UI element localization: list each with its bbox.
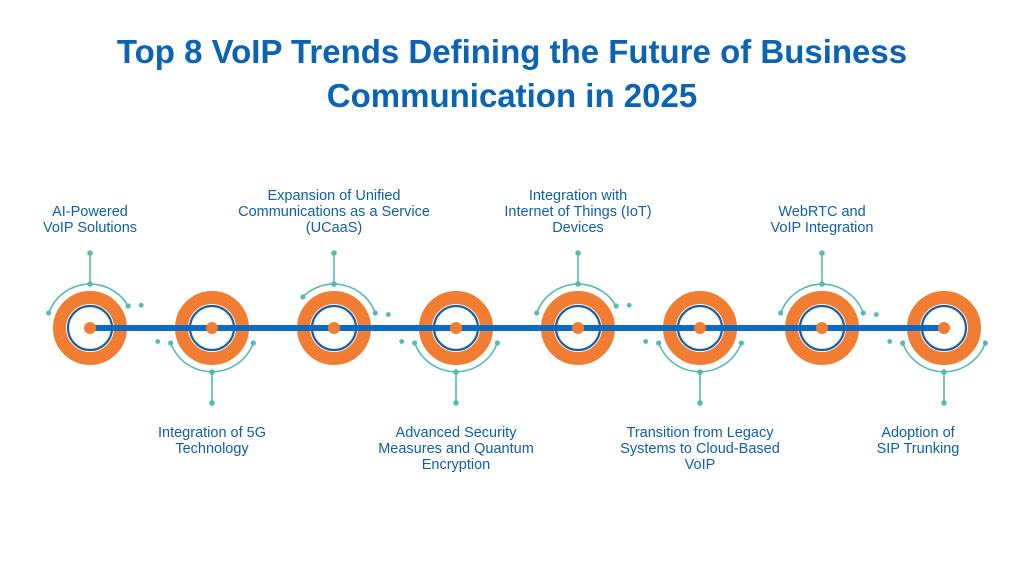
trend-label-line: Integration of 5G	[157, 425, 266, 441]
trend-label-5: Integration with Internet of Things (IoT)…	[478, 188, 678, 236]
trend-label-line: Measures and Quantum	[378, 441, 534, 457]
trend-label-line: Expansion of Unified	[267, 188, 401, 204]
trend-label-line: Devices	[552, 220, 604, 236]
connector-dot	[385, 312, 391, 317]
connector-dot	[697, 400, 703, 406]
trend-label-line: Internet of Things (IoT)	[504, 204, 652, 220]
connector-bottom-2	[155, 339, 256, 406]
node-center-dot	[206, 322, 218, 334]
trend-label-line: Encryption	[421, 457, 491, 473]
connector-dot	[887, 339, 893, 344]
connector-dot	[941, 369, 947, 375]
connector-dot	[87, 250, 93, 256]
trend-label-line: VoIP Solutions	[42, 220, 138, 236]
connector-dot	[575, 281, 581, 287]
connector-dot	[534, 310, 540, 316]
connector-dot	[778, 310, 784, 316]
connector-dot	[613, 303, 619, 309]
connector-bottom-8	[887, 339, 988, 406]
connector-bottom-6	[643, 339, 744, 406]
title-line-2: Communication in 2025	[326, 77, 698, 114]
connector-arc	[302, 283, 377, 314]
connector-dot	[697, 369, 703, 375]
node-center-dot	[938, 322, 950, 334]
trend-label-line: Adoption of	[881, 425, 955, 441]
trend-label-4: Advanced Security Measures and Quantum Enc…	[356, 425, 556, 473]
connector-dot	[168, 340, 174, 346]
node-center-dot	[84, 322, 96, 334]
connector-dot	[738, 340, 744, 346]
trend-label-line: Technology	[175, 441, 249, 457]
connector-arc	[47, 283, 129, 314]
connector-dot	[46, 310, 52, 316]
node-center-dot	[450, 322, 462, 334]
connector-dot	[87, 281, 93, 287]
connector-top-3	[300, 250, 391, 317]
connector-top-7	[778, 250, 879, 317]
trend-label-line: WebRTC and	[778, 204, 866, 220]
connector-dot	[209, 400, 215, 406]
connector-dot	[125, 303, 131, 309]
node-center-dot	[328, 322, 340, 334]
connector-dot	[982, 340, 988, 346]
connector-dot	[941, 400, 947, 406]
trend-label-line: VoIP Integration	[770, 220, 874, 236]
connector-dot	[331, 281, 337, 287]
connector-dot	[138, 302, 144, 308]
connector-dot	[300, 294, 306, 300]
trend-label-line: SIP Trunking	[876, 441, 960, 457]
connector-dot	[819, 281, 825, 287]
connector-dot	[399, 339, 405, 344]
connector-dot	[626, 302, 632, 308]
connector-dot	[209, 369, 215, 375]
connector-dot	[494, 340, 500, 346]
trend-label-line: AI-Powered	[52, 204, 128, 220]
title-line-1: Top 8 VoIP Trends Defining the Future of…	[116, 33, 908, 70]
connector-dot	[155, 339, 161, 344]
trend-label-6: Transition from Legacy Systems to Cloud-B…	[600, 425, 800, 473]
connector-dot	[819, 250, 825, 256]
trend-label-line: VoIP	[684, 457, 716, 473]
page-title: Top 8 VoIP Trends Defining the Future of…	[0, 30, 1024, 118]
connector-dot	[873, 312, 879, 317]
node-center-dot	[816, 322, 828, 334]
trend-label-line: Advanced Security	[395, 425, 517, 441]
connector-dot	[372, 310, 378, 316]
node-center-dot	[694, 322, 706, 334]
trend-label-7: WebRTC and VoIP Integration	[722, 204, 922, 236]
trend-label-line: (UCaaS)	[305, 220, 363, 236]
trend-label-8: Adoption of SIP Trunking	[818, 425, 1018, 457]
connector-top-1	[46, 250, 144, 316]
connector-arc	[535, 283, 617, 314]
connector-dot	[250, 340, 256, 346]
connector-dot	[860, 310, 866, 316]
connector-top-5	[534, 250, 632, 316]
trend-label-line: Communications as a Service	[238, 204, 430, 220]
trend-label-line: Transition from Legacy	[626, 425, 774, 441]
trend-label-line: Systems to Cloud-Based	[620, 441, 780, 457]
trend-label-2: Integration of 5G Technology	[112, 425, 312, 457]
connector-bottom-4	[399, 339, 500, 406]
connector-dot	[643, 339, 649, 344]
connector-dot	[453, 400, 459, 406]
node-center-dot	[572, 322, 584, 334]
connector-dot	[453, 369, 459, 375]
connector-dot	[656, 340, 662, 346]
connector-dot	[412, 340, 418, 346]
connector-dot	[575, 250, 581, 256]
trend-label-line: Integration with	[528, 188, 628, 204]
trend-label-3: Expansion of Unified Communications as a …	[234, 188, 434, 236]
connector-dot	[331, 250, 337, 256]
trend-label-1: AI-Powered VoIP Solutions	[0, 204, 190, 236]
connector-dot	[900, 340, 906, 346]
